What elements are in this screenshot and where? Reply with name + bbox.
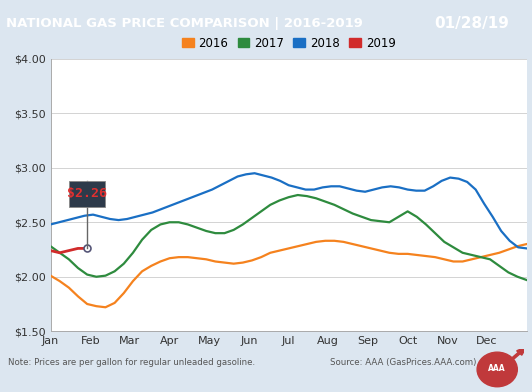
Circle shape xyxy=(477,352,517,387)
Legend: 2016, 2017, 2018, 2019: 2016, 2017, 2018, 2019 xyxy=(177,32,400,54)
Text: 01/28/19: 01/28/19 xyxy=(435,16,510,31)
Text: Source: AAA (GasPrices.AAA.com): Source: AAA (GasPrices.AAA.com) xyxy=(330,358,476,367)
Text: Note: Prices are per gallon for regular unleaded gasoline.: Note: Prices are per gallon for regular … xyxy=(8,358,255,367)
Bar xyxy=(69,181,105,207)
Text: NATIONAL GAS PRICE COMPARISON | 2016-2019: NATIONAL GAS PRICE COMPARISON | 2016-201… xyxy=(6,17,363,31)
FancyArrow shape xyxy=(510,347,527,361)
Text: $2.26: $2.26 xyxy=(67,187,107,200)
Text: AAA: AAA xyxy=(488,364,506,373)
